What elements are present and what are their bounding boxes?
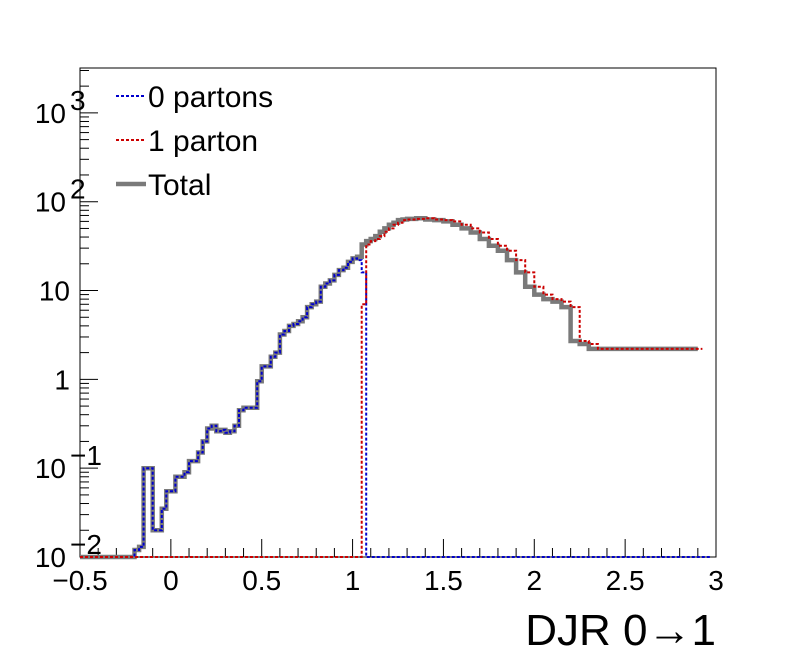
y-tick-label: 10 [35, 542, 66, 573]
major-ticks [79, 112, 717, 558]
y-tick-label: 10 [35, 98, 66, 129]
y-tick-label: 1 [54, 364, 70, 395]
series-line-1-parton [80, 217, 703, 558]
x-tick-label: −0.5 [52, 565, 107, 596]
legend-label: Total [148, 169, 211, 202]
y-tick-exponent: −2 [70, 529, 102, 560]
legend: 0 partons 1 parton Total [116, 81, 273, 202]
series-group [80, 216, 712, 560]
legend-label: 1 parton [148, 125, 258, 158]
series-line-0-partons [80, 257, 712, 558]
y-tick-label: 10 [35, 453, 66, 484]
series-line-total [80, 216, 698, 560]
y-tick-exponent: 2 [70, 174, 86, 205]
x-tick-label: 2.5 [606, 565, 645, 596]
x-tick-label: 1 [345, 565, 361, 596]
x-tick-label: 3 [708, 565, 724, 596]
x-tick-labels: −0.5 0 0.5 1 1.5 2 2.5 3 [52, 565, 723, 596]
y-tick-exponent: 3 [70, 85, 86, 116]
y-tick-label: 10 [35, 187, 66, 218]
x-tick-label: 2 [526, 565, 542, 596]
x-tick-label: 0 [163, 565, 179, 596]
x-tick-label: 0.5 [242, 565, 281, 596]
y-tick-exponent: −1 [70, 440, 102, 471]
minor-ticks [80, 69, 699, 557]
x-tick-label: 1.5 [424, 565, 463, 596]
x-axis-title: DJR 0→1 [525, 606, 716, 655]
legend-label: 0 partons [148, 81, 273, 114]
y-tick-label: 10 [39, 276, 70, 307]
